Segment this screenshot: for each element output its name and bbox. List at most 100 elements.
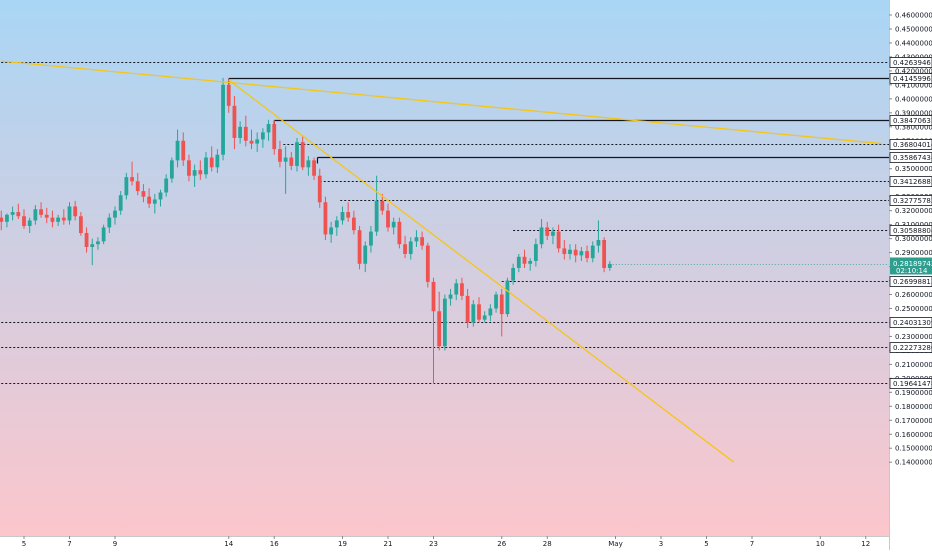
candle-down[interactable] xyxy=(522,256,527,264)
candle-up[interactable] xyxy=(158,192,163,200)
candle-up[interactable] xyxy=(152,199,157,204)
candle-up[interactable] xyxy=(215,154,220,168)
candle-up[interactable] xyxy=(363,245,368,264)
candle-down[interactable] xyxy=(209,157,214,168)
candle-up[interactable] xyxy=(56,217,61,222)
candle-up[interactable] xyxy=(175,140,180,161)
candle-down[interactable] xyxy=(397,221,402,245)
candle-up[interactable] xyxy=(607,263,612,268)
candle-up[interactable] xyxy=(238,126,243,138)
candle-up[interactable] xyxy=(164,178,169,193)
candle-up[interactable] xyxy=(101,227,106,242)
candle-down[interactable] xyxy=(323,202,328,235)
candle-up[interactable] xyxy=(329,227,334,235)
candle-down[interactable] xyxy=(0,217,4,222)
candle-up[interactable] xyxy=(124,177,129,196)
candle-up[interactable] xyxy=(442,298,447,347)
candle-up[interactable] xyxy=(369,231,373,246)
candle-down[interactable] xyxy=(130,177,134,182)
candle-up[interactable] xyxy=(260,132,265,140)
candle-down[interactable] xyxy=(226,84,231,106)
candle-up[interactable] xyxy=(596,239,601,246)
candle-up[interactable] xyxy=(27,220,32,227)
candle-up[interactable] xyxy=(107,217,112,228)
candle-up[interactable] xyxy=(494,294,498,309)
candle-up[interactable] xyxy=(283,157,288,162)
candle-up[interactable] xyxy=(528,260,533,264)
candle-down[interactable] xyxy=(585,251,589,259)
candle-up[interactable] xyxy=(590,245,595,259)
candle-down[interactable] xyxy=(460,283,464,296)
candle-up[interactable] xyxy=(568,249,572,254)
candle-up[interactable] xyxy=(539,227,544,245)
candle-up[interactable] xyxy=(33,209,38,221)
candle-down[interactable] xyxy=(556,231,561,249)
candle-down[interactable] xyxy=(135,181,140,192)
candle-down[interactable] xyxy=(147,196,152,204)
candle-down[interactable] xyxy=(243,126,248,141)
candle-down[interactable] xyxy=(50,217,55,222)
candle-down[interactable] xyxy=(499,294,504,315)
candle-down[interactable] xyxy=(425,245,430,282)
candle-up[interactable] xyxy=(204,157,208,175)
candle-down[interactable] xyxy=(346,212,351,218)
candle-down[interactable] xyxy=(357,230,362,264)
candle-down[interactable] xyxy=(78,216,83,234)
candle-up[interactable] xyxy=(505,280,510,315)
candle-up[interactable] xyxy=(471,304,476,323)
candle-up[interactable] xyxy=(255,139,260,144)
candle-up[interactable] xyxy=(334,220,339,228)
candle-up[interactable] xyxy=(90,244,95,247)
candle-down[interactable] xyxy=(573,249,578,256)
candle-up[interactable] xyxy=(511,267,516,281)
candle-down[interactable] xyxy=(289,157,294,166)
candle-up[interactable] xyxy=(408,241,413,254)
candle-up[interactable] xyxy=(192,170,197,176)
candle-up[interactable] xyxy=(113,210,117,218)
candle-down[interactable] xyxy=(386,210,390,228)
candle-down[interactable] xyxy=(562,248,567,254)
candle-down[interactable] xyxy=(545,227,550,236)
candle-up[interactable] xyxy=(295,142,299,166)
candle-up[interactable] xyxy=(10,212,15,215)
candle-down[interactable] xyxy=(465,295,470,323)
candle-up[interactable] xyxy=(118,195,123,211)
candle-down[interactable] xyxy=(602,239,607,268)
candle-down[interactable] xyxy=(420,237,425,246)
candle-down[interactable] xyxy=(278,149,282,162)
candle-down[interactable] xyxy=(403,244,407,254)
candle-down[interactable] xyxy=(22,216,26,227)
candle-down[interactable] xyxy=(61,217,66,221)
candle-up[interactable] xyxy=(414,237,419,242)
candle-up[interactable] xyxy=(448,294,453,299)
candle-up[interactable] xyxy=(306,160,311,168)
candle-down[interactable] xyxy=(300,142,305,168)
candle-down[interactable] xyxy=(187,160,191,176)
candle-down[interactable] xyxy=(181,140,186,161)
candle-down[interactable] xyxy=(249,140,254,144)
candle-down[interactable] xyxy=(437,311,442,347)
candle-down[interactable] xyxy=(232,105,237,138)
candle-down[interactable] xyxy=(317,175,322,203)
candle-down[interactable] xyxy=(380,200,385,211)
candle-down[interactable] xyxy=(477,304,481,320)
candle-up[interactable] xyxy=(482,315,487,320)
candle-up[interactable] xyxy=(391,221,396,228)
candle-down[interactable] xyxy=(84,233,89,247)
candle-up[interactable] xyxy=(488,308,493,316)
candle-down[interactable] xyxy=(39,209,43,215)
candle-up[interactable] xyxy=(533,244,538,261)
candle-up[interactable] xyxy=(551,231,555,236)
candle-up[interactable] xyxy=(516,256,521,268)
trendline[interactable] xyxy=(1,60,882,145)
candle-down[interactable] xyxy=(198,170,203,175)
candle-up[interactable] xyxy=(374,200,379,232)
candle-down[interactable] xyxy=(272,124,277,150)
candle-up[interactable] xyxy=(340,212,345,221)
candle-up[interactable] xyxy=(96,241,100,245)
candle-down[interactable] xyxy=(73,206,78,217)
candle-up[interactable] xyxy=(454,283,459,295)
trendline[interactable] xyxy=(228,79,735,463)
